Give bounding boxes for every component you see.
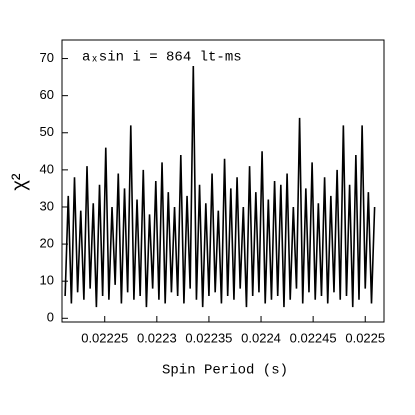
y-tick-label: 0 <box>47 310 54 325</box>
x-tick-label: 0.02245 <box>290 330 337 345</box>
data-line <box>64 65 376 308</box>
x-tick-label: 0.02235 <box>185 330 232 345</box>
x-tick-label: 0.0224 <box>241 330 281 345</box>
y-tick-label: 30 <box>40 198 54 213</box>
x-tick-label: 0.0223 <box>137 330 177 345</box>
x-axis-label: Spin Period (s) <box>162 363 288 379</box>
y-tick-label: 50 <box>40 124 54 139</box>
y-tick-label: 20 <box>40 236 54 251</box>
y-tick-label: 60 <box>40 87 54 102</box>
x-tick-label: 0.02225 <box>81 330 128 345</box>
y-tick-label: 40 <box>40 161 54 176</box>
x-tick-label: 0.0225 <box>345 330 385 345</box>
y-axis-label: χ² <box>8 173 30 190</box>
y-tick-label: 10 <box>40 273 54 288</box>
y-tick-label: 70 <box>40 50 54 65</box>
annotation: aₓsin i = 864 lt-ms <box>82 50 242 66</box>
plot-frame <box>61 39 385 323</box>
